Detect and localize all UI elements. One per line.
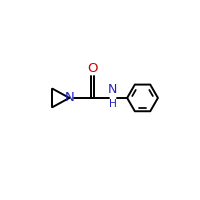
Text: O: O — [87, 62, 98, 75]
Text: H: H — [109, 99, 116, 109]
Text: N: N — [108, 83, 117, 96]
Text: N: N — [65, 91, 75, 104]
